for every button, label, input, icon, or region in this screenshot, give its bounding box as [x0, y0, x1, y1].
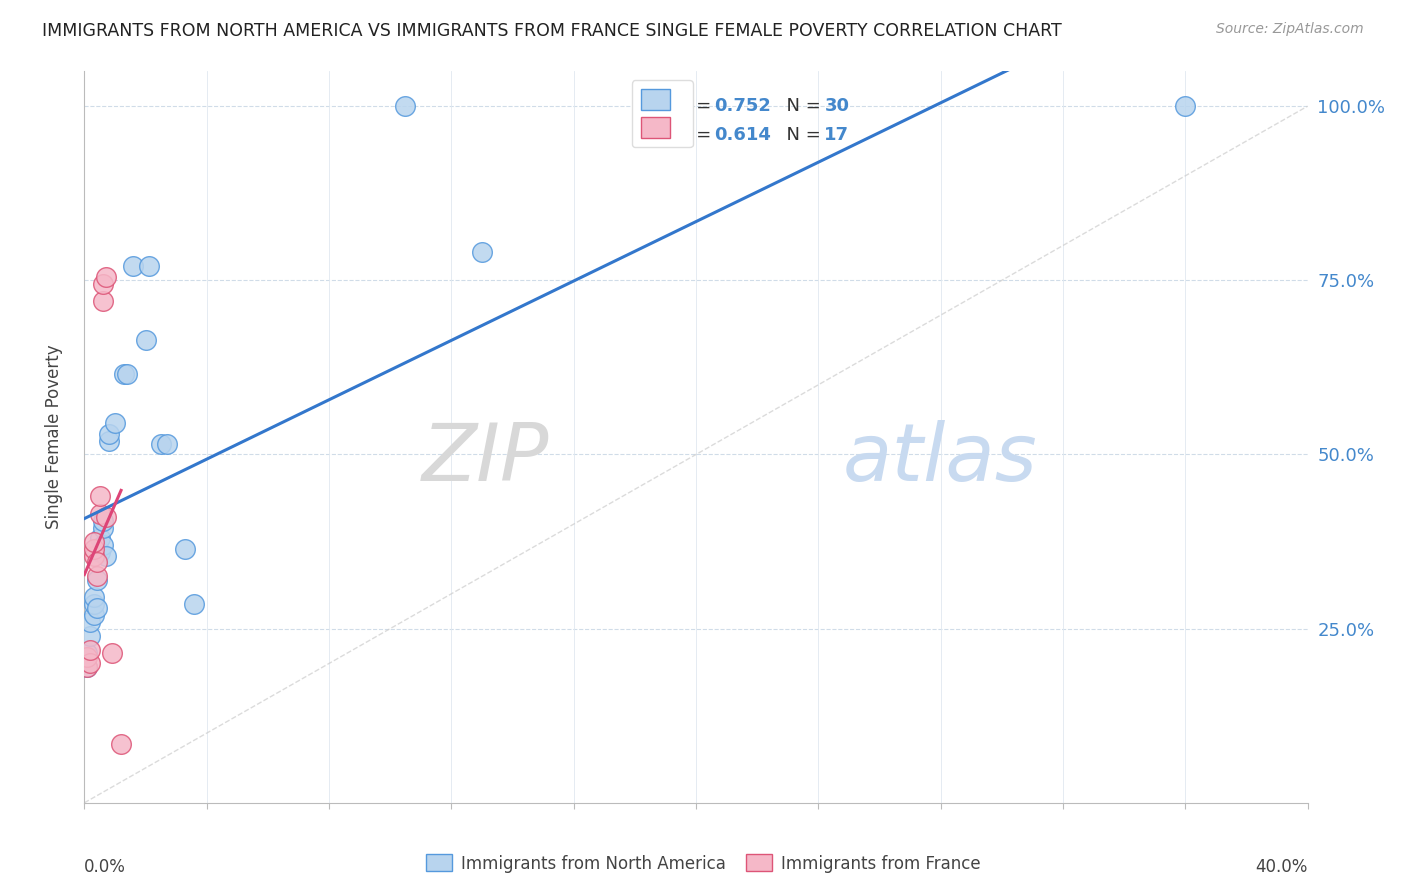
Point: [79, 615, 101, 629]
Point: [83, 549, 105, 563]
Text: ZIP: ZIP: [422, 420, 550, 498]
Point: [156, 437, 179, 451]
Point: [83, 534, 105, 549]
Text: Source: ZipAtlas.com: Source: ZipAtlas.com: [1216, 22, 1364, 37]
Point: [115, 368, 138, 382]
Point: [174, 541, 197, 556]
Point: [83, 541, 105, 556]
Point: [91, 277, 114, 291]
Point: [138, 260, 160, 274]
Point: [101, 646, 124, 660]
Text: N =: N =: [776, 126, 827, 145]
Point: [91, 294, 114, 309]
Point: [83, 607, 105, 622]
Text: IMMIGRANTS FROM NORTH AMERICA VS IMMIGRANTS FROM FRANCE SINGLE FEMALE POVERTY CO: IMMIGRANTS FROM NORTH AMERICA VS IMMIGRA…: [42, 22, 1062, 40]
Point: [110, 737, 132, 751]
Point: [91, 514, 114, 528]
Point: [1174, 99, 1197, 113]
Point: [183, 597, 205, 611]
Point: [94, 549, 117, 563]
Text: 0.614: 0.614: [714, 126, 772, 145]
Text: 0.0%: 0.0%: [84, 858, 127, 876]
Point: [89, 507, 111, 521]
Point: [97, 434, 120, 448]
Text: 0.752: 0.752: [714, 97, 772, 115]
Legend: Immigrants from North America, Immigrants from France: Immigrants from North America, Immigrant…: [419, 847, 987, 880]
Y-axis label: Single Female Poverty: Single Female Poverty: [45, 345, 63, 529]
Point: [89, 489, 111, 503]
Point: [79, 657, 101, 671]
Point: [76, 660, 98, 674]
Text: atlas: atlas: [842, 420, 1038, 498]
Point: [91, 521, 114, 535]
Point: [86, 600, 108, 615]
Point: [97, 426, 120, 441]
Point: [394, 99, 416, 113]
Point: [79, 629, 101, 643]
Point: [471, 245, 494, 260]
Text: 17: 17: [824, 126, 849, 145]
Point: [76, 649, 98, 664]
Point: [91, 538, 114, 552]
Text: 30: 30: [824, 97, 849, 115]
Point: [89, 531, 111, 545]
Legend: , : ,: [631, 80, 693, 147]
Point: [76, 646, 98, 660]
Point: [89, 545, 111, 559]
Text: N =: N =: [776, 97, 827, 115]
Point: [83, 597, 105, 611]
Point: [83, 591, 105, 605]
Point: [86, 556, 108, 570]
Point: [94, 510, 117, 524]
Point: [149, 437, 172, 451]
Point: [94, 269, 117, 284]
Point: [112, 368, 135, 382]
Text: R =: R =: [678, 126, 717, 145]
Point: [86, 569, 108, 583]
Point: [79, 642, 101, 657]
Point: [86, 573, 108, 587]
Point: [76, 660, 98, 674]
Point: [135, 333, 157, 347]
Point: [122, 260, 145, 274]
Point: [104, 416, 127, 430]
Text: R =: R =: [678, 97, 717, 115]
Text: 40.0%: 40.0%: [1256, 858, 1308, 876]
